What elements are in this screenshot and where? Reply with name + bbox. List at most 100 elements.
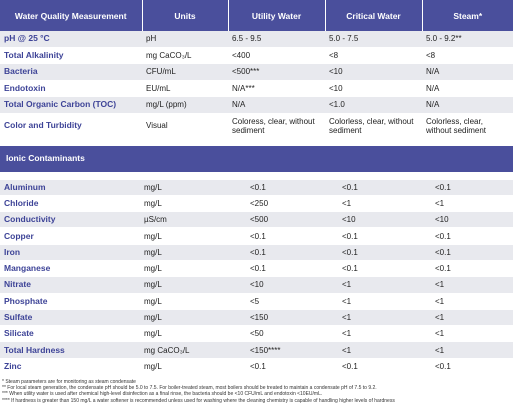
table-row: Copper mg/L <0.1 <0.1 <0.1	[0, 227, 513, 245]
row-steam: <0.1	[422, 358, 513, 376]
spacer	[0, 138, 513, 146]
row-unit: mg/L	[142, 293, 228, 310]
table-row: Phosphate mg/L <5 <1 <1	[0, 293, 513, 310]
row-name: Total Hardness	[0, 341, 142, 359]
row-utility: <0.1	[228, 260, 325, 278]
row-unit: mg/L	[142, 195, 228, 213]
row-unit: Visual	[142, 113, 228, 139]
row-name: Copper	[0, 227, 142, 245]
row-critical: <10	[325, 211, 422, 229]
row-unit: pH	[142, 31, 228, 48]
row-utility: <500***	[228, 63, 325, 81]
row-critical: <1	[325, 341, 422, 359]
row-utility: <0.1	[228, 179, 325, 196]
row-steam: 5.0 - 9.2**	[422, 31, 513, 48]
row-critical: <0.1	[325, 260, 422, 278]
row-unit: mg CaCO₃/L	[142, 341, 228, 359]
row-name: Endotoxin	[0, 80, 142, 97]
row-unit: mg/L	[142, 276, 228, 294]
header-measurement: Water Quality Measurement	[0, 0, 143, 31]
table-row: Bacteria CFU/mL <500*** <10 N/A	[0, 63, 513, 81]
row-utility: 6.5 - 9.5	[228, 31, 325, 48]
row-steam: Colorless, clear, without sediment	[422, 113, 513, 139]
row-name: Nitrate	[0, 276, 142, 294]
row-critical: <1	[325, 293, 422, 310]
main-rows: pH @ 25 °C pH 6.5 - 9.5 5.0 - 7.5 5.0 - …	[0, 31, 513, 180]
table-row: Manganese mg/L <0.1 <0.1 <0.1	[0, 260, 513, 278]
table-row: Aluminum mg/L <0.1 <0.1 <0.1	[0, 179, 513, 196]
row-steam: N/A	[422, 80, 513, 97]
footnote: * Steam parameters are for monitoring as…	[2, 379, 136, 386]
row-name: Iron	[0, 244, 142, 261]
row-unit: µS/cm	[142, 211, 228, 229]
row-unit: mg/L	[142, 309, 228, 327]
spacer	[0, 172, 513, 180]
row-utility: <500	[228, 211, 325, 229]
row-critical: <1	[325, 309, 422, 327]
row-utility: N/A	[228, 96, 325, 114]
ionic-rows: Aluminum mg/L <0.1 <0.1 <0.1 Chloride mg…	[0, 179, 513, 376]
row-critical: <0.1	[325, 179, 422, 196]
table-row: Total Alkalinity mg CaCO₃/L <400 <8 <8	[0, 47, 513, 64]
section-title: Ionic Contaminants	[0, 145, 513, 173]
row-utility: <0.1	[228, 358, 325, 376]
footnote: **** If hardness is greater than 150 mg/…	[2, 397, 395, 404]
table-row: Nitrate mg/L <10 <1 <1	[0, 276, 513, 294]
row-unit: mg/L	[142, 325, 228, 343]
row-steam: <0.1	[422, 179, 513, 196]
row-name: Phosphate	[0, 293, 142, 310]
row-critical: <0.1	[325, 227, 422, 245]
row-steam: <1	[422, 341, 513, 359]
row-utility: <0.1	[228, 227, 325, 245]
row-critical: <10	[325, 63, 422, 81]
row-name: Aluminum	[0, 179, 142, 196]
row-steam: <10	[422, 211, 513, 229]
row-name: Conductivity	[0, 211, 142, 229]
row-steam: <0.1	[422, 244, 513, 261]
table-row: Silicate mg/L <50 <1 <1	[0, 325, 513, 343]
row-critical: Colorless, clear, without sediment	[325, 113, 422, 139]
table-row: Total Hardness mg CaCO₃/L <150**** <1 <1	[0, 341, 513, 359]
row-utility: <150	[228, 309, 325, 327]
row-utility: <10	[228, 276, 325, 294]
row-utility: <5	[228, 293, 325, 310]
row-unit: mg/L (ppm)	[142, 96, 228, 114]
row-name: Total Organic Carbon (TOC)	[0, 96, 142, 114]
table-row: Endotoxin EU/mL N/A*** <10 N/A	[0, 80, 513, 97]
row-utility: <0.1	[228, 244, 325, 261]
row-name: pH @ 25 °C	[0, 31, 142, 48]
row-steam: <1	[422, 309, 513, 327]
table-row: Total Organic Carbon (TOC) mg/L (ppm) N/…	[0, 96, 513, 114]
row-name: Bacteria	[0, 63, 142, 81]
row-steam: <8	[422, 47, 513, 64]
row-name: Manganese	[0, 260, 142, 278]
footnote: *** When utility water is used after che…	[2, 391, 323, 398]
table-row: Iron mg/L <0.1 <0.1 <0.1	[0, 244, 513, 261]
row-name: Silicate	[0, 325, 142, 343]
row-critical: <1	[325, 276, 422, 294]
header-units: Units	[142, 0, 229, 31]
row-steam: <1	[422, 325, 513, 343]
table-row: Color and Turbidity Visual Coloress, cle…	[0, 113, 513, 139]
section-header: Ionic Contaminants	[0, 145, 513, 173]
row-steam: <0.1	[422, 227, 513, 245]
row-utility: <250	[228, 195, 325, 213]
row-utility: Coloress, clear, without sediment	[228, 113, 325, 139]
row-critical: <0.1	[325, 244, 422, 261]
row-unit: EU/mL	[142, 80, 228, 97]
row-name: Chloride	[0, 195, 142, 213]
row-name: Total Alkalinity	[0, 47, 142, 64]
footnotes: * Steam parameters are for monitoring as…	[0, 375, 513, 404]
row-critical: <1	[325, 325, 422, 343]
row-steam: N/A	[422, 96, 513, 114]
row-critical: <1	[325, 195, 422, 213]
table-row: Zinc mg/L <0.1 <0.1 <0.1	[0, 358, 513, 376]
row-unit: mg CaCO₃/L	[142, 47, 228, 64]
table-row: Chloride mg/L <250 <1 <1	[0, 195, 513, 213]
header-steam: Steam*	[422, 0, 513, 31]
header-critical-water: Critical Water	[325, 0, 423, 31]
row-unit: mg/L	[142, 179, 228, 196]
row-steam: <0.1	[422, 260, 513, 278]
row-unit: mg/L	[142, 244, 228, 261]
row-name: Color and Turbidity	[0, 113, 142, 139]
